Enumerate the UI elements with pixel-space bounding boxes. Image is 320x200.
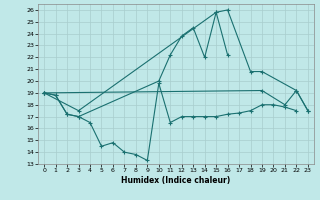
- X-axis label: Humidex (Indice chaleur): Humidex (Indice chaleur): [121, 176, 231, 185]
